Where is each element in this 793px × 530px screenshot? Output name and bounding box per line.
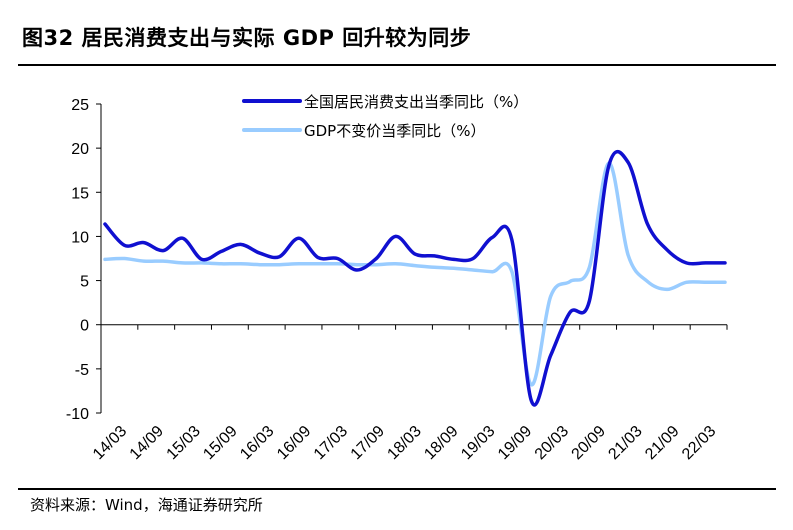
source-divider [18,488,776,490]
x-tick-label: 21/09 [642,423,682,463]
y-tick-label: -5 [75,362,89,379]
y-tick-label: 15 [71,185,89,202]
x-tick-label: 14/09 [127,423,167,463]
x-tick-label: 20/03 [532,423,572,463]
y-tick-label: 5 [80,274,89,291]
line-chart: 25 20 15 10 5 0 -5 -1014/0314/0915/0315/0916/03… [66,93,728,463]
source-note: 资料来源：Wind，海通证券研究所 [30,496,263,514]
x-tick-label: 16/09 [274,423,314,463]
y-tick-label: 0 [80,318,89,335]
y-tick-label: 25 [71,97,89,114]
x-tick-label: 18/09 [421,423,461,463]
x-tick-label: 19/03 [458,423,498,463]
x-tick-label: 14/03 [90,423,130,463]
y-tick-label: 20 [71,141,89,158]
x-tick-label: 16/03 [237,423,277,463]
x-tick-label: 18/03 [384,423,424,463]
x-tick-label: 17/03 [311,423,351,463]
legend-item-gdp-label: GDP不变价当季同比（%） [304,122,485,140]
legend-item-consumption-label: 全国居民消费支出当季同比（%） [304,93,528,111]
x-tick-label: 17/09 [348,423,388,463]
gdp-series-line [103,161,727,387]
x-tick-label: 20/09 [569,423,609,463]
x-tick-label: 19/09 [495,423,535,463]
x-tick-label: 21/03 [605,423,645,463]
x-tick-label: 15/09 [200,423,240,463]
y-tick-label: -10 [66,406,89,423]
x-tick-label: 15/03 [164,423,204,463]
consumption-series-line [103,150,727,407]
y-tick-label: 10 [71,229,89,246]
title-divider [18,64,776,66]
x-tick-label: 22/03 [679,423,719,463]
chart-title: 图32 居民消费支出与实际 GDP 回升较为同步 [22,26,472,50]
